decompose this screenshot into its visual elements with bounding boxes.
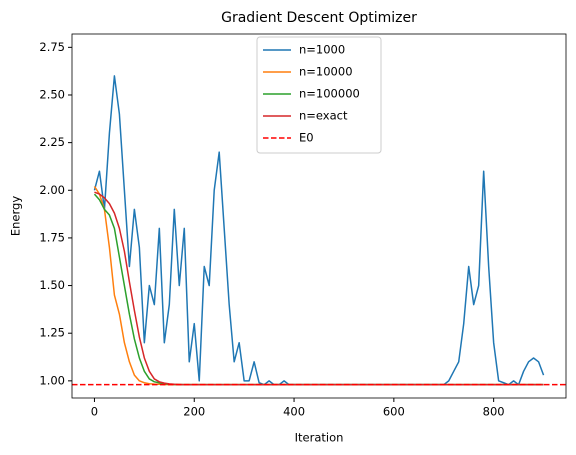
y-tick-label: 2.50 (39, 87, 65, 101)
y-tick-label: 1.75 (39, 230, 65, 244)
y-tick-label: 1.25 (39, 326, 65, 340)
y-tick-label: 2.75 (39, 40, 65, 54)
plot-frame (71, 33, 567, 399)
legend-label: E0 (299, 131, 314, 145)
legend-label: n=100000 (299, 87, 360, 101)
series-line (94, 191, 544, 386)
y-axis-label: Energy (9, 196, 23, 236)
x-axis-label: Iteration (295, 431, 344, 445)
plot-area (72, 75, 566, 386)
x-tick-label: 0 (91, 405, 98, 419)
y-tick-label: 2.25 (39, 135, 65, 149)
x-tick-label: 200 (183, 405, 205, 419)
y-tick-label: 1.50 (39, 278, 65, 292)
legend-label: n=10000 (299, 65, 353, 79)
chart-title: Gradient Descent Optimizer (221, 10, 417, 26)
x-tick-label: 400 (283, 405, 305, 419)
legend-box (256, 36, 382, 154)
y-tick-label: 2.00 (39, 183, 65, 197)
x-tick-label: 600 (383, 405, 405, 419)
legend-label: n=exact (299, 109, 348, 123)
legend-label: n=1000 (299, 43, 345, 57)
x-tick-label: 800 (483, 405, 505, 419)
y-tick-label: 1.00 (39, 373, 65, 387)
